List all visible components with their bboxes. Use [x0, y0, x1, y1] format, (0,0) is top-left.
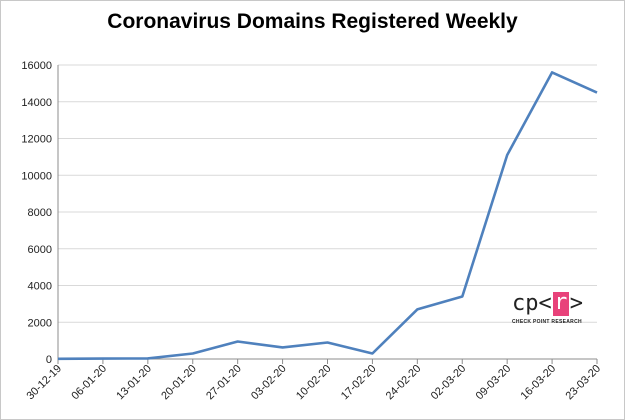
logo-gt: > — [569, 291, 583, 316]
logo-r-box: r — [552, 290, 569, 316]
y-axis-ticks: 0 2000 4000 6000 8000 10000 12000 14000 16000 — [21, 60, 52, 366]
y-tick-label: 10000 — [21, 170, 52, 182]
x-tick-label: 30-12-19 — [24, 363, 64, 403]
x-tick-label: 10-02-20 — [294, 363, 334, 403]
check-point-research-logo: cp < r > CHECK POINT RESEARCH — [512, 292, 592, 328]
y-tick-label: 2000 — [28, 317, 52, 329]
x-tick-label: 09-03-20 — [474, 363, 514, 403]
y-tick-label: 14000 — [21, 97, 52, 109]
x-axis-ticks: 30-12-19 06-01-20 13-01-20 20-01-20 27-01-20… — [24, 363, 603, 403]
gridlines — [58, 64, 597, 360]
y-tick-label: 4000 — [28, 281, 52, 293]
x-tick-label: 03-02-20 — [249, 363, 289, 403]
y-tick-label: 0 — [46, 354, 52, 366]
logo-caption: CHECK POINT RESEARCH — [512, 319, 582, 325]
x-tick-label: 16-03-20 — [519, 363, 559, 403]
y-tick-label: 8000 — [28, 207, 52, 219]
x-tick-label: 02-03-20 — [429, 363, 469, 403]
chart-title: Coronavirus Domains Registered Weekly — [107, 10, 518, 33]
x-tick-label: 13-01-20 — [114, 363, 154, 403]
x-tick-label: 27-01-20 — [204, 363, 244, 403]
x-tick-label: 17-02-20 — [339, 363, 379, 403]
y-tick-label: 12000 — [21, 134, 52, 146]
x-tick-label: 23-03-20 — [563, 363, 603, 403]
y-tick-label: 16000 — [21, 60, 52, 72]
logo-lt: < — [538, 291, 552, 316]
logo-mark: cp < r > — [512, 292, 592, 316]
logo-text-cp: cp — [512, 291, 539, 316]
x-tick-label: 20-01-20 — [159, 363, 199, 403]
x-axis — [57, 65, 598, 364]
y-tick-label: 6000 — [28, 244, 52, 256]
series — [57, 71, 598, 361]
x-tick-label: 06-01-20 — [69, 363, 109, 403]
series-line — [57, 71, 598, 361]
x-tick-label: 24-02-20 — [384, 363, 424, 403]
